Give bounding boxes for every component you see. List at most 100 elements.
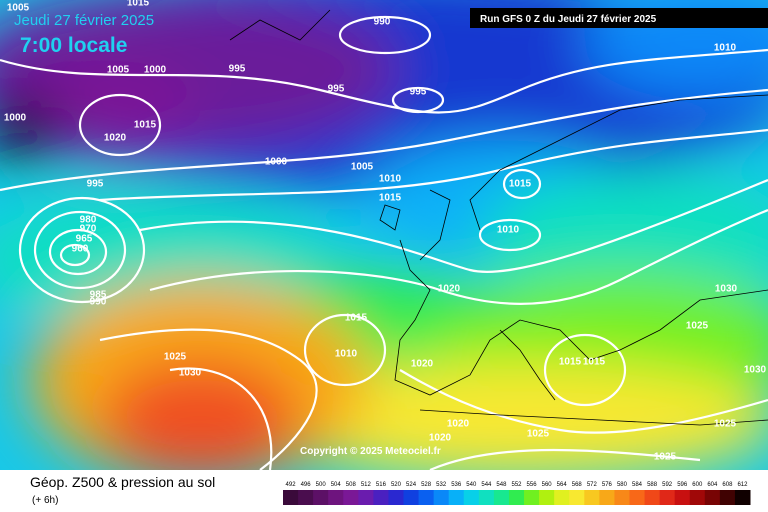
colorbar-label: 584 — [632, 482, 643, 488]
colorbar-swatch — [328, 490, 344, 505]
colorbar-swatch — [689, 490, 706, 505]
isobar-label: 1025 — [686, 321, 709, 332]
isobar-label: 965 — [76, 234, 93, 245]
isobar-label: 985 — [90, 290, 107, 301]
colorbar-label: 596 — [677, 482, 688, 488]
isobar-label: 990 — [374, 17, 391, 28]
header-date: Jeudi 27 février 2025 — [14, 12, 154, 29]
colorbar-swatch — [554, 490, 570, 505]
colorbar-label: 504 — [331, 482, 342, 488]
isobar-label: 1015 — [559, 357, 582, 368]
isobar-label: 1015 — [127, 0, 150, 9]
colorbar-swatch — [463, 490, 480, 505]
colorbar-label: 536 — [451, 482, 462, 488]
isobar-label: 1020 — [438, 284, 461, 295]
colorbar-label: 520 — [391, 482, 402, 488]
colorbar-label: 588 — [647, 482, 658, 488]
colorbar-label: 612 — [737, 482, 748, 488]
colorbar-label: 560 — [542, 482, 553, 488]
copyright: Copyright © 2025 Meteociel.fr — [300, 446, 441, 457]
colorbar-swatch — [644, 490, 661, 505]
colorbar-swatch — [313, 490, 329, 505]
colorbar-swatch — [448, 490, 465, 505]
isobar-label: 1000 — [144, 65, 167, 76]
colorbar-label: 496 — [301, 482, 312, 488]
isobar-label: 995 — [87, 179, 104, 190]
isobar-label: 1015 — [509, 179, 532, 190]
isobar-label: 1015 — [345, 313, 368, 324]
isobar-label: 995 — [229, 64, 246, 75]
colorbar-label: 544 — [481, 482, 492, 488]
footer-title: Géop. Z500 & pression au sol — [30, 474, 215, 490]
colorbar-label: 532 — [436, 482, 447, 488]
isobar-label: 1025 — [654, 452, 677, 463]
colorbar-swatch — [283, 490, 299, 505]
colorbar-label: 556 — [527, 482, 538, 488]
colorbar-label: 548 — [496, 482, 507, 488]
header-time: 7:00 locale — [20, 34, 127, 57]
isobar-label: 1020 — [429, 433, 452, 444]
colorbar-label: 564 — [557, 482, 568, 488]
colorbar-label: 540 — [466, 482, 477, 488]
isobar-label: 1025 — [714, 419, 737, 430]
colorbar-swatch — [584, 490, 600, 505]
colorbar-label: 592 — [662, 482, 673, 488]
footer-subtitle: (+ 6h) — [32, 495, 58, 506]
isobar-label: 1005 — [351, 162, 374, 173]
isobar-label: 1030 — [744, 365, 767, 376]
isobar-label: 960 — [72, 244, 89, 255]
isobar-label: 970 — [80, 224, 97, 235]
isobar-label: 1030 — [179, 368, 202, 379]
colorbar-label: 516 — [376, 482, 387, 488]
colorbar-swatch — [599, 490, 615, 505]
colorbar: 492 496 500 504 508 512 516 520 524 528 532 536 540 5… — [283, 482, 751, 505]
colorbar-label: 528 — [421, 482, 432, 488]
isobar-label: 1020 — [411, 359, 434, 370]
isobar-labels: 1005 1015 990 1010 1005 1000 995 995 995 1000 1020… — [4, 0, 767, 463]
colorbar-swatch — [418, 490, 435, 505]
isobar-label: 1010 — [335, 349, 358, 360]
colorbar-label: 552 — [511, 482, 522, 488]
colorbar-swatch — [388, 490, 405, 505]
colorbar-label: 492 — [286, 482, 297, 488]
isobar-label: 1015 — [583, 357, 606, 368]
isobar-label: 1020 — [104, 133, 127, 144]
coastlines — [229, 9, 768, 426]
isobar-label: 995 — [328, 84, 345, 95]
isobar-label: 980 — [80, 215, 97, 226]
colorbar-swatch — [343, 490, 359, 505]
colorbar-label: 512 — [361, 482, 372, 488]
colorbar-label: 572 — [587, 482, 598, 488]
colorbar-swatch — [719, 490, 736, 505]
isobar-label: 1010 — [379, 174, 402, 185]
map-field: Jeudi 27 février 2025 7:00 locale Run GF… — [0, 0, 768, 470]
isobar-label: 1010 — [497, 225, 520, 236]
colorbar-swatch — [734, 490, 751, 505]
isobar-label: 990 — [90, 297, 107, 308]
colorbar-label: 524 — [406, 482, 417, 488]
run-label: Run GFS 0 Z du Jeudi 27 février 2025 — [480, 14, 657, 25]
colorbar-swatch — [704, 490, 721, 505]
colorbar-swatch — [629, 490, 646, 505]
colorbar-swatch — [493, 490, 510, 505]
colorbar-swatch — [433, 490, 450, 505]
colorbar-swatch — [569, 490, 585, 505]
colorbar-swatch — [539, 490, 555, 505]
isobars — [0, 15, 768, 470]
colorbar-label: 608 — [722, 482, 733, 488]
run-banner — [470, 8, 768, 28]
colorbar-swatch — [478, 490, 495, 505]
isobar-label: 1000 — [265, 157, 288, 168]
isobar-label: 1010 — [714, 43, 737, 54]
colorbar-label: 604 — [707, 482, 718, 488]
isobar-label: 1015 — [134, 120, 157, 131]
isobar-label: 1030 — [715, 284, 738, 295]
colorbar-label: 576 — [602, 482, 613, 488]
isobar-label: 1025 — [164, 352, 187, 363]
colorbar-swatch — [403, 490, 420, 505]
colorbar-label: 508 — [346, 482, 357, 488]
colorbar-swatch — [524, 490, 540, 505]
colorbar-swatch — [614, 490, 630, 505]
